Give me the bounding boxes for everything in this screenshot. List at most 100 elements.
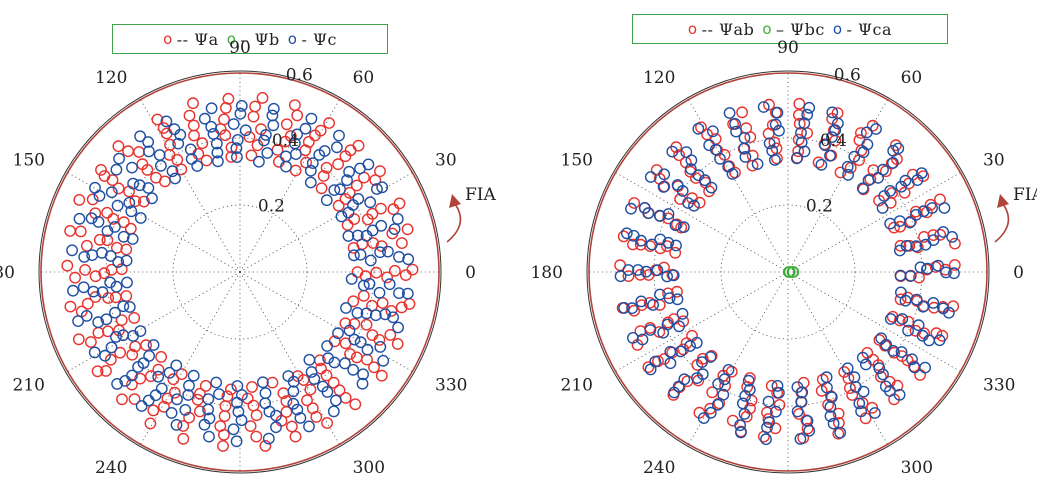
data-point-Ψca	[677, 221, 690, 234]
legend-marker-psi-ab: o	[687, 20, 698, 38]
data-point-Ψa	[333, 384, 346, 397]
data-point-Ψca	[734, 419, 746, 432]
data-point-Ψc	[179, 403, 192, 416]
data-point-Ψa	[315, 182, 328, 195]
data-point-Ψca	[848, 150, 861, 163]
data-point-Ψa	[348, 213, 361, 226]
data-point-Ψa	[187, 97, 199, 110]
data-point-Ψa	[107, 212, 120, 225]
data-point-Ψa	[391, 337, 404, 350]
angle-tick-label: 60	[901, 68, 923, 88]
angle-tick-label: 90	[229, 38, 251, 58]
data-point-Ψca	[684, 163, 697, 175]
data-point-Ψc	[67, 284, 79, 297]
data-point-Ψca	[705, 181, 718, 194]
data-point-Ψca	[657, 180, 670, 193]
legend-item-psi-c: o - Ψc	[288, 30, 337, 49]
data-point-Ψa	[89, 270, 102, 283]
data-point-Ψc	[259, 128, 272, 141]
data-point-Ψa	[385, 304, 398, 317]
data-point-Ψc	[99, 349, 111, 362]
data-point-Ψc	[291, 403, 304, 416]
data-point-Ψca	[673, 320, 685, 333]
data-point-Ψa	[272, 155, 285, 168]
data-point-Ψca	[654, 233, 667, 246]
data-point-Ψc	[92, 316, 105, 329]
data-point-Ψab	[934, 228, 947, 241]
data-point-Ψa	[129, 195, 142, 208]
data-point-Ψca	[769, 118, 782, 131]
angle-tick-label: 330	[435, 376, 467, 396]
data-point-Ψa	[406, 263, 419, 276]
data-point-Ψc	[165, 406, 178, 419]
data-point-Ψab	[768, 136, 781, 149]
data-point-Ψa	[222, 92, 235, 105]
angle-tick-label: 300	[353, 458, 385, 478]
data-point-Ψca	[670, 239, 682, 252]
data-point-Ψca	[904, 216, 916, 229]
data-point-Ψca	[711, 398, 724, 411]
data-point-Ψa	[72, 333, 85, 346]
data-point-Ψa	[256, 92, 269, 104]
data-point-Ψa	[344, 348, 356, 360]
data-point-Ψca	[680, 146, 693, 159]
radial-tick-label: 0.4	[272, 131, 299, 151]
data-point-Ψab	[793, 109, 805, 121]
data-point-Ψab	[894, 239, 907, 252]
data-point-Ψc	[147, 339, 160, 351]
data-point-Ψc	[163, 366, 176, 379]
data-point-Ψa	[125, 378, 138, 391]
data-point-Ψc	[373, 286, 386, 299]
legend-item-psi-ca: o - Ψca	[833, 20, 892, 39]
data-point-Ψca	[640, 265, 653, 278]
data-point-Ψa	[177, 420, 190, 432]
data-point-Ψca	[763, 416, 775, 429]
data-point-Ψc	[270, 409, 282, 422]
data-point-Ψc	[381, 245, 394, 258]
data-point-Ψa	[81, 297, 94, 310]
data-point-Ψc	[96, 286, 109, 299]
data-point-Ψc	[205, 120, 218, 133]
data-point-Ψa	[86, 193, 99, 206]
data-point-Ψa	[200, 154, 213, 167]
data-point-Ψc	[172, 137, 185, 150]
data-point-Ψc	[142, 136, 155, 148]
data-point-Ψc	[127, 177, 140, 190]
data-point-Ψca	[820, 371, 833, 384]
radial-tick-label: 0.6	[286, 65, 313, 85]
data-point-Ψc	[202, 403, 215, 416]
data-point-Ψc	[123, 301, 136, 313]
angle-tick-label: 300	[901, 458, 933, 478]
data-point-Ψca	[678, 373, 691, 386]
data-point-Ψc	[306, 157, 319, 170]
data-point-Ψca	[803, 424, 816, 437]
data-point-Ψc	[321, 340, 333, 352]
data-point-Ψc	[110, 330, 122, 343]
data-point-Ψca	[668, 386, 680, 399]
data-point-Ψa	[225, 141, 238, 154]
data-point-Ψa	[188, 129, 200, 142]
data-point-Ψa	[321, 417, 333, 429]
data-point-Ψca	[685, 154, 698, 167]
data-point-Ψab	[634, 238, 647, 251]
data-point-Ψca	[910, 208, 922, 221]
data-point-Ψca	[933, 334, 946, 347]
data-point-Ψca	[771, 106, 784, 119]
legend-left: o -- Ψa o – Ψb o - Ψc	[112, 24, 388, 54]
data-point-Ψc	[341, 174, 353, 187]
data-point-Ψc	[364, 254, 377, 267]
data-point-Ψca	[690, 336, 703, 349]
data-point-Ψc	[305, 112, 318, 125]
data-point-Ψca	[896, 313, 909, 325]
data-point-Ψca	[644, 324, 657, 336]
data-point-Ψc	[170, 418, 183, 431]
data-point-Ψc	[231, 396, 243, 409]
data-point-Ψab	[867, 164, 880, 177]
data-point-Ψa	[259, 439, 272, 452]
data-point-Ψc	[112, 256, 125, 268]
data-point-Ψca	[696, 368, 709, 381]
data-point-Ψca	[824, 400, 837, 413]
data-point-Ψca	[876, 202, 889, 214]
data-point-Ψca	[664, 357, 677, 370]
data-point-Ψc	[89, 181, 101, 194]
